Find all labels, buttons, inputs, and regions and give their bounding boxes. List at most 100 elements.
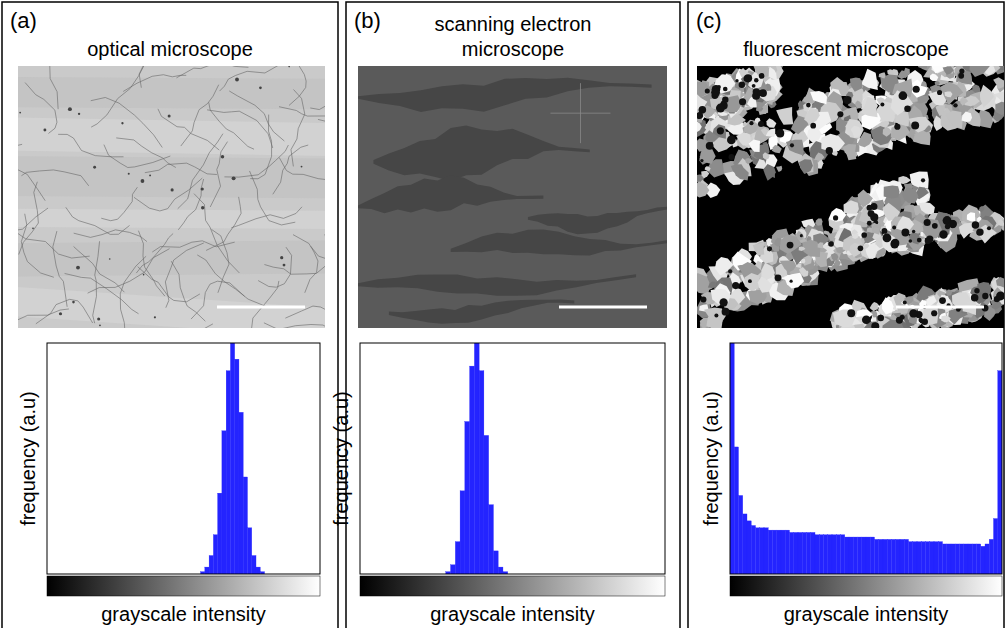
micrograph-band <box>18 156 325 198</box>
dark-spot <box>758 90 763 95</box>
dark-spot <box>729 154 735 160</box>
grain-boundary <box>152 241 234 252</box>
fluorescent-blob <box>736 133 751 146</box>
histogram-bar <box>964 544 968 574</box>
speck <box>168 115 171 118</box>
speck <box>154 316 156 318</box>
fluorescent-blob <box>845 119 863 139</box>
fluorescent-blob <box>967 212 975 221</box>
histogram-bar <box>730 343 734 574</box>
grain-boundary <box>36 299 93 323</box>
dark-spot <box>924 219 931 226</box>
histogram-bar <box>930 542 934 574</box>
histogram-bar <box>841 535 845 574</box>
histogram-bar <box>451 565 456 574</box>
fluorescent-blob <box>995 102 1004 115</box>
dark-spot <box>861 232 867 238</box>
fluorescent-blob <box>814 152 824 160</box>
histogram-bar <box>484 435 489 574</box>
grain-boundary <box>250 171 296 225</box>
dark-spot <box>744 74 752 82</box>
fluorescent-blob <box>918 66 927 69</box>
panel-frame <box>688 2 1004 628</box>
dark-spot <box>959 68 964 73</box>
dark-spot <box>700 159 703 162</box>
histogram-bar <box>760 528 764 574</box>
histogram-bar <box>209 556 213 574</box>
histogram-bar <box>205 567 209 574</box>
grain-boundary <box>310 90 325 110</box>
micrograph-band <box>373 125 589 180</box>
fluorescent-blob <box>884 185 900 198</box>
grain-boundary <box>264 265 325 275</box>
fluorescent-blob <box>799 246 806 251</box>
panel: (a)optical microscopegrayscale intensity… <box>0 2 380 628</box>
micrograph-band <box>528 207 667 234</box>
dark-spot <box>882 228 888 234</box>
scale-bar <box>559 306 647 309</box>
bars <box>201 343 265 574</box>
dark-spot <box>810 123 816 129</box>
fluorescent-blob <box>705 166 711 171</box>
histogram-bar <box>773 530 777 574</box>
grain-boundary <box>58 134 123 157</box>
dark-spot <box>925 238 931 244</box>
speck <box>93 166 96 169</box>
histogram-bar <box>832 535 836 574</box>
speck <box>76 266 80 270</box>
panel-title: optical microscope <box>87 38 253 60</box>
fluorescent-blob <box>815 218 823 225</box>
dark-spot <box>931 310 937 316</box>
speck <box>283 264 286 267</box>
fluorescent-blob <box>880 117 886 122</box>
dark-spot <box>717 85 721 89</box>
histogram-bar <box>802 532 806 574</box>
plot-frame <box>360 343 665 574</box>
fluorescent-blob <box>943 66 954 74</box>
micrograph <box>697 66 1004 328</box>
y-axis-title: frequency (a.u) <box>17 391 39 526</box>
speck <box>97 317 100 320</box>
panel: (c)fluorescent microscopegrayscale inten… <box>688 2 1007 628</box>
fluorescent-blob <box>831 253 839 262</box>
grain-boundary <box>91 66 147 127</box>
grain-boundary <box>229 91 284 141</box>
dark-spot <box>932 223 938 229</box>
fluorescent-blob <box>844 200 859 214</box>
histogram-bar <box>493 551 498 574</box>
speck <box>19 112 21 114</box>
histogram-bar <box>785 530 789 574</box>
grain-boundary <box>220 66 283 91</box>
speck <box>301 166 303 168</box>
grain-boundary <box>258 247 291 287</box>
speck <box>78 113 80 115</box>
fluorescent-blob <box>940 82 963 105</box>
dark-spot <box>858 246 864 252</box>
plot-frame <box>47 343 320 574</box>
speck <box>99 324 101 326</box>
dark-spot <box>937 90 942 95</box>
grain-boundary <box>18 220 90 258</box>
plot-area <box>360 343 665 574</box>
dark-spot <box>847 309 855 317</box>
histogram-bar <box>875 539 879 574</box>
fluorescent-blob <box>902 187 919 203</box>
histogram-bar <box>896 539 900 574</box>
histogram-bar <box>213 535 217 574</box>
histogram-bar <box>977 544 981 574</box>
dark-spot <box>917 238 922 243</box>
fluorescent-blob <box>930 74 938 81</box>
histogram-bar <box>951 544 955 574</box>
fluorescent-blob <box>923 219 942 240</box>
fluorescent-blob <box>772 145 782 153</box>
histogram-bar <box>756 528 760 574</box>
dark-spot <box>987 226 991 230</box>
grain-boundary <box>191 281 245 319</box>
fluorescent-blob <box>743 121 748 127</box>
histogram-bar <box>807 532 811 574</box>
grain-boundary <box>116 138 176 168</box>
fluorescent-blob <box>980 85 994 108</box>
histogram-bar <box>994 519 998 574</box>
histogram-bar <box>947 544 951 574</box>
speck <box>232 176 236 180</box>
